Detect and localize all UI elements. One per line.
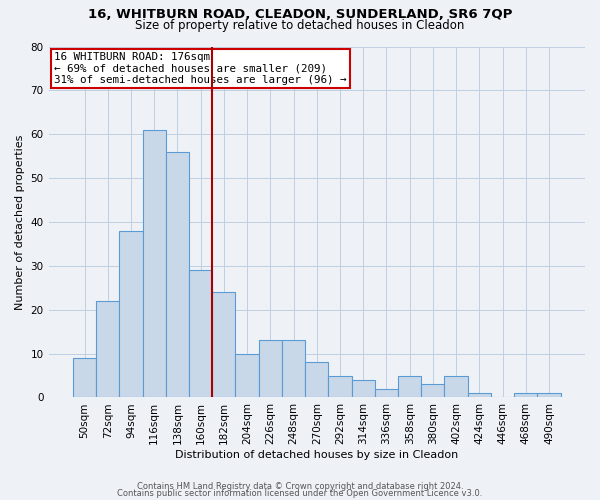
Bar [235, 354, 259, 398]
Bar [538, 393, 560, 398]
Text: Contains HM Land Registry data © Crown copyright and database right 2024.: Contains HM Land Registry data © Crown c… [137, 482, 463, 491]
Bar [514, 393, 538, 398]
Bar [143, 130, 166, 398]
Bar [328, 376, 352, 398]
Bar [119, 231, 143, 398]
Text: Size of property relative to detached houses in Cleadon: Size of property relative to detached ho… [136, 18, 464, 32]
Bar [421, 384, 445, 398]
Bar [96, 301, 119, 398]
Bar [445, 376, 468, 398]
Bar [282, 340, 305, 398]
X-axis label: Distribution of detached houses by size in Cleadon: Distribution of detached houses by size … [175, 450, 458, 460]
Y-axis label: Number of detached properties: Number of detached properties [15, 134, 25, 310]
Bar [468, 393, 491, 398]
Bar [189, 270, 212, 398]
Bar [375, 388, 398, 398]
Bar [398, 376, 421, 398]
Text: Contains public sector information licensed under the Open Government Licence v3: Contains public sector information licen… [118, 488, 482, 498]
Bar [212, 292, 235, 398]
Bar [352, 380, 375, 398]
Bar [73, 358, 96, 398]
Bar [166, 152, 189, 398]
Bar [305, 362, 328, 398]
Text: 16, WHITBURN ROAD, CLEADON, SUNDERLAND, SR6 7QP: 16, WHITBURN ROAD, CLEADON, SUNDERLAND, … [88, 8, 512, 20]
Text: 16 WHITBURN ROAD: 176sqm
← 69% of detached houses are smaller (209)
31% of semi-: 16 WHITBURN ROAD: 176sqm ← 69% of detach… [54, 52, 346, 85]
Bar [259, 340, 282, 398]
